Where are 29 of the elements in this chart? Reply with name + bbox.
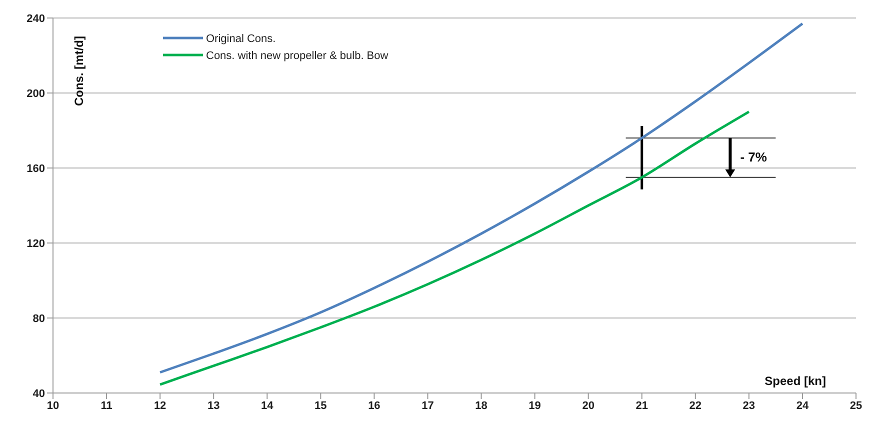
y-axis-title: Cons. [mt/d] <box>72 36 86 106</box>
annotation: - 7% <box>740 150 768 165</box>
x-tick-label: 12 <box>154 400 166 412</box>
x-tick-label: 20 <box>582 400 594 412</box>
legend-label: Original Cons. <box>206 33 276 45</box>
y-tick-label: 120 <box>26 238 45 250</box>
x-tick-label: 18 <box>475 400 488 412</box>
x-tick-label: 13 <box>207 400 220 412</box>
x-tick-label: 10 <box>46 400 60 412</box>
x-axis-title: Speed [kn] <box>764 374 826 388</box>
y-tick-label: 160 <box>26 162 45 175</box>
y-tick-label: 80 <box>32 312 45 325</box>
y-tick-label: 200 <box>26 88 45 100</box>
line-series <box>158 22 804 374</box>
x-tick-label: 11 <box>100 400 112 412</box>
legend-label: Cons. with new propeller & bulb. Bow <box>206 50 388 62</box>
x-tick-label: 25 <box>850 400 862 412</box>
x-tick-label: 22 <box>689 400 702 412</box>
x-tick-label: 15 <box>314 400 327 412</box>
x-tick-label: 17 <box>422 400 434 412</box>
x-tick-label: 16 <box>368 400 380 412</box>
x-tick-label: 23 <box>742 400 756 412</box>
line-series <box>158 110 750 386</box>
x-tick-label: 19 <box>528 400 541 412</box>
x-tick-label: 21 <box>636 400 648 412</box>
y-tick-label: 40 <box>32 388 45 400</box>
x-tick-label: 14 <box>261 400 274 412</box>
x-tick-label: 24 <box>796 400 810 412</box>
y-tick-label: 240 <box>26 12 45 25</box>
